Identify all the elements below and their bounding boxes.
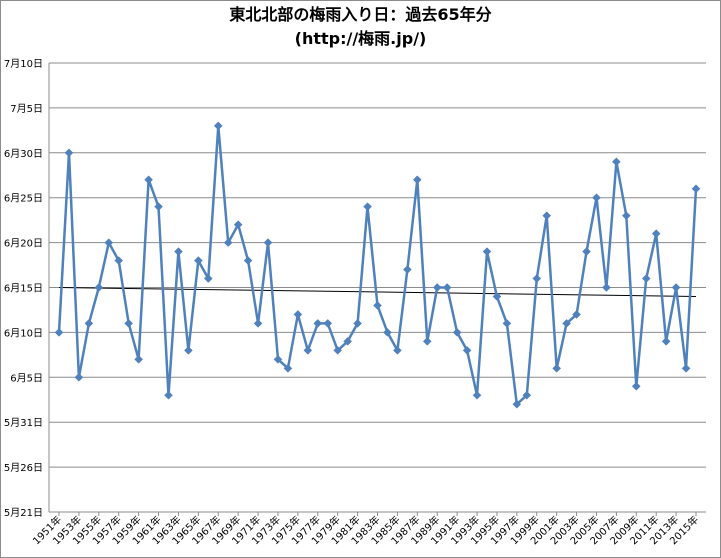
data-point — [84, 319, 94, 328]
y-tick-label: 7月10日 — [4, 58, 43, 70]
data-point — [452, 328, 462, 337]
data-point — [154, 202, 163, 212]
data-point — [333, 346, 343, 355]
chart-title: 東北北部の梅雨入り日：過去65年分 — [229, 5, 492, 24]
data-point — [273, 354, 283, 364]
y-axis-tick-labels: 7月10日 7月5日 6月30日 6月25日 6月20日 6月15日 6月10日 6月5日 5月… — [4, 58, 43, 519]
data-point — [641, 274, 651, 283]
data-point — [303, 346, 313, 355]
data-point — [343, 337, 352, 346]
data-point — [203, 274, 213, 283]
data-point — [562, 319, 571, 328]
data-point — [223, 238, 233, 247]
data-point — [403, 265, 412, 274]
data-point — [383, 328, 392, 337]
data-point — [582, 247, 591, 256]
data-point — [114, 256, 124, 265]
data-point — [313, 319, 323, 328]
data-point — [363, 202, 372, 212]
data-point — [631, 381, 641, 391]
y-tick-label: 6月5日 — [10, 372, 43, 384]
y-tick-label: 5月21日 — [4, 507, 43, 519]
series-line — [57, 124, 698, 406]
data-point — [621, 211, 631, 221]
data-point — [512, 399, 522, 409]
data-point — [612, 157, 621, 167]
data-point — [174, 247, 183, 256]
data-point — [283, 363, 293, 373]
data-point — [253, 319, 263, 328]
data-point — [651, 229, 661, 238]
data-point — [432, 283, 442, 292]
data-point — [64, 148, 74, 158]
trendline-segment — [58, 287, 697, 297]
data-point — [54, 328, 64, 337]
chart-subtitle: (http://梅雨.jp/) — [294, 29, 427, 48]
data-point — [572, 310, 581, 319]
y-tick-label: 7月5日 — [10, 103, 43, 115]
y-tick-label: 6月10日 — [4, 327, 43, 339]
data-point — [542, 211, 552, 221]
data-point — [671, 283, 681, 292]
data-point — [134, 354, 143, 364]
data-point — [661, 337, 671, 346]
data-point — [184, 346, 193, 355]
data-point — [263, 238, 273, 247]
data-point — [144, 175, 153, 185]
data-point — [492, 292, 502, 301]
data-point — [681, 363, 691, 373]
data-point — [74, 372, 84, 382]
data-point — [233, 220, 243, 229]
data-point — [442, 283, 452, 292]
trendline — [58, 287, 697, 297]
y-tick-label: 6月15日 — [4, 283, 43, 295]
y-tick-label: 5月26日 — [4, 462, 43, 474]
data-point — [592, 193, 601, 203]
data-point — [213, 121, 223, 131]
data-point — [602, 283, 611, 292]
data-point — [164, 390, 173, 400]
data-point — [373, 301, 382, 310]
y-tick-label: 5月31日 — [4, 417, 43, 429]
data-point — [422, 337, 432, 346]
x-axis-tick-labels: 1951年1953年1955年1957年1959年1961年1963年1965年… — [30, 512, 701, 547]
data-point — [124, 319, 134, 328]
data-point — [94, 283, 104, 292]
data-point — [412, 175, 422, 185]
data-point — [323, 319, 333, 328]
data-point — [462, 346, 472, 355]
data-point — [193, 256, 203, 265]
y-tick-label: 6月30日 — [4, 148, 43, 160]
data-point — [522, 390, 532, 400]
data-point — [552, 363, 562, 373]
data-point — [482, 247, 492, 256]
data-point — [393, 346, 402, 355]
y-tick-label: 6月25日 — [4, 193, 43, 205]
data-point — [293, 310, 303, 319]
y-tick-label: 6月20日 — [4, 238, 43, 250]
data-point — [104, 238, 114, 247]
data-point — [502, 319, 512, 328]
data-point — [691, 184, 701, 194]
data-point — [472, 390, 482, 400]
series-onset-dates — [54, 121, 701, 409]
data-point — [532, 274, 542, 283]
data-point — [243, 256, 253, 265]
data-point — [353, 319, 362, 328]
